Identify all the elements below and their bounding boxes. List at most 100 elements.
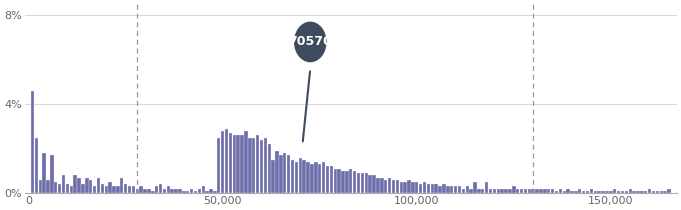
Bar bbox=[574, 191, 577, 193]
Bar bbox=[388, 177, 392, 193]
Bar bbox=[140, 186, 143, 193]
Bar bbox=[485, 182, 488, 193]
Bar bbox=[520, 189, 523, 193]
Bar bbox=[240, 135, 244, 193]
Bar bbox=[543, 189, 547, 193]
Bar bbox=[186, 191, 189, 193]
Bar bbox=[268, 144, 271, 193]
Bar bbox=[147, 189, 151, 193]
Bar bbox=[337, 169, 340, 193]
Bar bbox=[439, 186, 442, 193]
Bar bbox=[197, 189, 201, 193]
Bar bbox=[202, 186, 205, 193]
Bar bbox=[640, 191, 644, 193]
Bar bbox=[167, 186, 170, 193]
Bar bbox=[563, 191, 566, 193]
Bar bbox=[376, 177, 379, 193]
Bar bbox=[516, 189, 520, 193]
Bar bbox=[430, 184, 434, 193]
Bar bbox=[124, 184, 127, 193]
Bar bbox=[248, 138, 251, 193]
Bar bbox=[567, 189, 570, 193]
Bar bbox=[652, 191, 655, 193]
Bar bbox=[667, 189, 671, 193]
Bar bbox=[182, 191, 185, 193]
Bar bbox=[492, 189, 496, 193]
Bar bbox=[69, 186, 73, 193]
Bar bbox=[644, 191, 648, 193]
Bar bbox=[302, 160, 306, 193]
Bar bbox=[427, 184, 430, 193]
Bar bbox=[151, 191, 155, 193]
Bar bbox=[35, 138, 38, 193]
Bar bbox=[349, 169, 353, 193]
Bar bbox=[555, 191, 558, 193]
Bar bbox=[318, 164, 321, 193]
Bar bbox=[54, 182, 57, 193]
Bar bbox=[174, 189, 178, 193]
Bar bbox=[578, 189, 582, 193]
Bar bbox=[217, 138, 221, 193]
Bar bbox=[116, 186, 120, 193]
Bar bbox=[558, 189, 562, 193]
Ellipse shape bbox=[294, 22, 327, 62]
Bar bbox=[624, 191, 628, 193]
Bar bbox=[442, 184, 445, 193]
Bar bbox=[101, 184, 104, 193]
Bar bbox=[524, 189, 527, 193]
Bar bbox=[384, 180, 387, 193]
Bar bbox=[89, 180, 93, 193]
Bar bbox=[311, 164, 314, 193]
Bar bbox=[450, 186, 454, 193]
Bar bbox=[93, 186, 96, 193]
Bar bbox=[81, 184, 84, 193]
Bar bbox=[194, 191, 197, 193]
Bar bbox=[466, 186, 469, 193]
Bar bbox=[275, 151, 279, 193]
Bar bbox=[411, 182, 415, 193]
Bar bbox=[120, 177, 123, 193]
Bar bbox=[163, 189, 166, 193]
Bar bbox=[656, 191, 659, 193]
Bar bbox=[104, 186, 108, 193]
Bar bbox=[159, 184, 162, 193]
Bar bbox=[131, 186, 135, 193]
Bar bbox=[396, 180, 399, 193]
Bar bbox=[551, 189, 554, 193]
Bar bbox=[85, 177, 89, 193]
Bar bbox=[458, 186, 461, 193]
Bar bbox=[454, 186, 457, 193]
Bar bbox=[597, 191, 601, 193]
Bar bbox=[501, 189, 504, 193]
Bar bbox=[252, 138, 255, 193]
Bar bbox=[621, 191, 624, 193]
Bar bbox=[403, 182, 407, 193]
Bar bbox=[206, 191, 209, 193]
Bar bbox=[78, 177, 81, 193]
Bar bbox=[143, 189, 146, 193]
Bar bbox=[446, 186, 449, 193]
Bar bbox=[605, 191, 609, 193]
Bar bbox=[473, 182, 477, 193]
Bar bbox=[353, 171, 356, 193]
Bar bbox=[636, 191, 639, 193]
Bar bbox=[62, 175, 65, 193]
Bar bbox=[295, 162, 298, 193]
Bar bbox=[244, 131, 248, 193]
Bar bbox=[531, 189, 535, 193]
Bar bbox=[570, 191, 573, 193]
Bar bbox=[291, 160, 294, 193]
Bar bbox=[582, 191, 586, 193]
Bar bbox=[368, 175, 372, 193]
Bar bbox=[229, 133, 232, 193]
Bar bbox=[364, 173, 368, 193]
Bar bbox=[528, 189, 531, 193]
Bar bbox=[477, 189, 481, 193]
Bar bbox=[42, 153, 46, 193]
Bar bbox=[341, 171, 345, 193]
Bar bbox=[660, 191, 663, 193]
Bar bbox=[74, 175, 77, 193]
Bar bbox=[287, 155, 290, 193]
Bar bbox=[512, 186, 516, 193]
Bar bbox=[415, 182, 418, 193]
